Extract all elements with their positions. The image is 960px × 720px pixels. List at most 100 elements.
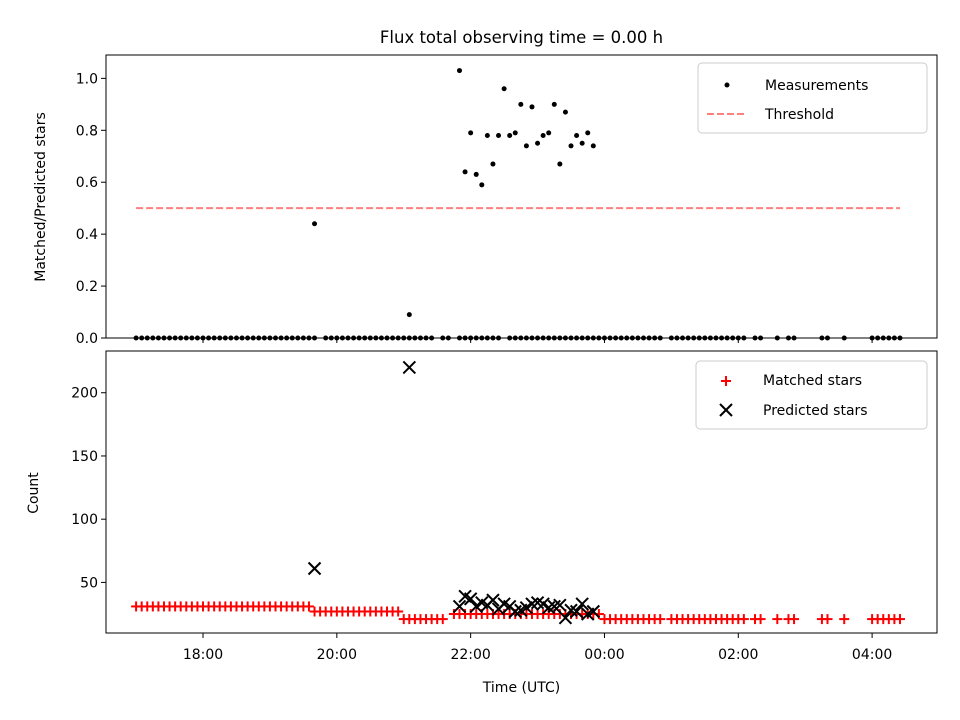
measurement-point — [345, 335, 351, 341]
measurement-point — [200, 335, 206, 341]
predicted-star-points — [307, 360, 601, 625]
bottom-legend: Matched stars Predicted stars — [695, 360, 928, 430]
measurement-point — [256, 335, 262, 341]
measurement-point — [501, 86, 507, 92]
measurement-point — [713, 335, 719, 341]
measurement-point — [568, 335, 574, 341]
predicted-star-point — [575, 597, 589, 611]
top-y-ticks: 0.0 0.2 0.4 0.6 0.8 1.0 — [76, 71, 106, 347]
measurement-point — [546, 335, 552, 341]
measurement-point — [406, 312, 412, 318]
legend-measurements-label: Measurements — [765, 78, 868, 94]
measurement-point — [178, 335, 184, 341]
predicted-star-point — [569, 604, 584, 619]
figure-title: Flux total observing time = 0.00 h — [380, 28, 663, 47]
measurement-point — [529, 335, 535, 341]
measurement-point — [222, 335, 228, 341]
measurement-point — [312, 335, 318, 341]
measurement-point — [529, 104, 535, 110]
measurement-point — [306, 335, 312, 341]
predicted-star-point — [486, 593, 500, 607]
measurement-point — [646, 335, 652, 341]
matched-star-point — [738, 614, 749, 625]
measurement-point — [462, 335, 468, 341]
measurement-point — [267, 335, 273, 341]
measurement-point — [841, 335, 847, 341]
measurement-point — [206, 335, 212, 341]
measurement-point — [312, 221, 318, 227]
measurement-point — [155, 335, 161, 341]
matched-star-points — [131, 601, 905, 625]
measurement-point — [685, 335, 691, 341]
measurement-point — [211, 335, 217, 341]
matched-star-point — [772, 614, 783, 625]
legend-measurements-marker — [724, 82, 730, 88]
measurement-point — [824, 335, 830, 341]
measurement-point — [261, 335, 267, 341]
bottom-y-tick-label: 50 — [80, 575, 98, 591]
measurement-point — [535, 335, 541, 341]
bottom-legend-box — [695, 360, 928, 430]
predicted-star-point — [586, 604, 601, 619]
measurement-point — [161, 335, 167, 341]
measurement-point — [601, 335, 607, 341]
measurement-point — [334, 335, 340, 341]
measurement-point — [574, 335, 580, 341]
measurement-point — [557, 161, 563, 167]
bottom-y-tick-label: 150 — [71, 449, 98, 465]
measurement-point — [590, 335, 596, 341]
measurement-point — [891, 335, 897, 341]
measurement-point — [562, 335, 568, 341]
matched-star-point — [393, 606, 404, 617]
measurement-point — [875, 335, 881, 341]
measurement-point — [490, 161, 496, 167]
measurement-point — [562, 109, 568, 115]
measurement-point — [233, 335, 239, 341]
measurement-point — [273, 335, 279, 341]
measurement-point — [362, 335, 368, 341]
measurement-point — [351, 335, 357, 341]
matched-star-point — [822, 614, 833, 625]
measurement-point — [741, 335, 747, 341]
measurement-point — [384, 335, 390, 341]
measurement-point — [540, 335, 546, 341]
measurement-point — [167, 335, 173, 341]
measurement-point — [629, 335, 635, 341]
measurement-point — [657, 335, 663, 341]
measurement-point — [139, 335, 145, 341]
measurement-point — [680, 335, 686, 341]
measurement-point — [356, 335, 362, 341]
predicted-star-point — [402, 360, 417, 375]
bottom-x-tick-label: 18:00 — [183, 647, 223, 663]
measurement-point — [289, 335, 295, 341]
measurement-points — [133, 68, 903, 341]
legend-threshold-label: Threshold — [764, 107, 834, 123]
measurement-point — [730, 335, 736, 341]
measurement-point — [367, 335, 373, 341]
measurement-point — [390, 335, 396, 341]
measurement-point — [144, 335, 150, 341]
measurement-point — [590, 143, 596, 149]
measurement-point — [172, 335, 178, 341]
measurement-point — [339, 335, 345, 341]
measurement-point — [479, 335, 485, 341]
measurement-point — [245, 335, 251, 341]
measurement-point — [551, 335, 557, 341]
measurement-point — [373, 335, 379, 341]
measurement-point — [652, 335, 658, 341]
measurement-point — [239, 335, 245, 341]
measurement-point — [473, 171, 479, 177]
measurement-point — [724, 335, 730, 341]
measurement-point — [735, 335, 741, 341]
measurement-point — [618, 335, 624, 341]
measurement-point — [512, 130, 518, 136]
measurement-point — [417, 335, 423, 341]
legend-predicted-marker — [719, 403, 733, 417]
measurement-point — [668, 335, 674, 341]
measurement-point — [702, 335, 708, 341]
measurement-point — [719, 335, 725, 341]
top-y-tick-label: 1.0 — [76, 71, 98, 87]
bottom-x-tick-label: 02:00 — [718, 647, 758, 663]
measurement-point — [468, 130, 474, 136]
